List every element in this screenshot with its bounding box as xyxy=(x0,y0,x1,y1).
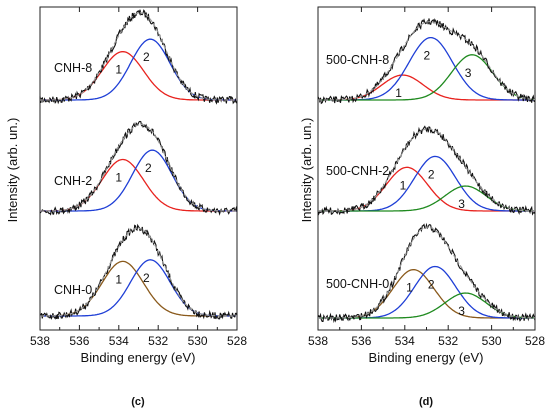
fit-envelope xyxy=(318,226,535,319)
panel-c-panel-label: (c) xyxy=(131,396,145,408)
component-peak-2 xyxy=(318,36,535,101)
panel-d-x-ticks: 538 536 534 532 530 528 xyxy=(308,7,545,348)
panel-c-frame xyxy=(39,6,238,331)
spectrum-name: 500-CNH-8 xyxy=(326,53,389,67)
x-tick-label: 530 xyxy=(482,334,502,348)
x-tick-label: 532 xyxy=(148,334,168,348)
spectrum-name: 500-CNH-2 xyxy=(326,164,389,178)
fit-envelope xyxy=(40,12,237,101)
experimental-spectrum xyxy=(39,120,238,216)
peak-label: 1 xyxy=(406,281,413,295)
peak-label: 3 xyxy=(458,197,465,211)
fit-envelope xyxy=(40,227,237,317)
component-peak-3 xyxy=(318,185,535,212)
x-tick-label: 528 xyxy=(227,334,247,348)
peak-label: 1 xyxy=(400,178,407,192)
fit-envelope xyxy=(318,128,535,212)
panel-c-labels: 1 2 CNH-8 1 2 CNH-2 1 2 CNH-0 xyxy=(54,50,152,297)
component-peak-2 xyxy=(318,265,535,319)
spectrum-name: CNH-2 xyxy=(54,174,92,188)
x-tick-label: 534 xyxy=(395,334,415,348)
fit-envelope xyxy=(318,21,536,101)
experimental-spectrum xyxy=(317,125,536,216)
peak-label: 1 xyxy=(395,86,402,100)
peak-label: 2 xyxy=(143,50,150,64)
spectrum-name: CNH-0 xyxy=(54,283,92,297)
panel-c: 538 536 534 532 530 528 1 2 CNH-8 1 2 CNH-2 1 2 CNH-0… xyxy=(5,6,247,408)
peak-label: 2 xyxy=(143,271,150,285)
x-tick-label: 538 xyxy=(308,334,328,348)
x-tick-label: 534 xyxy=(109,334,129,348)
panel-d-y-axis-label: Intensity (arb. un.) xyxy=(299,118,314,223)
x-tick-label: 536 xyxy=(351,334,371,348)
spectrum-name: CNH-8 xyxy=(54,61,92,75)
peak-label: 2 xyxy=(145,161,152,175)
experimental-spectrum xyxy=(39,223,238,320)
panel-c-y-axis-label: Intensity (arb. un.) xyxy=(5,118,20,223)
fit-envelope xyxy=(40,123,237,212)
experimental-spectrum xyxy=(39,9,238,105)
panel-d-curves xyxy=(317,18,536,324)
x-tick-label: 532 xyxy=(438,334,458,348)
panel-d-labels: 1 2 3 500-CNH-8 1 2 3 500-CNH-2 1 2 3 500-CNH-0 xyxy=(326,49,472,318)
component-peak-1 xyxy=(40,51,237,101)
peak-label: 1 xyxy=(115,272,122,286)
peak-label: 2 xyxy=(428,278,435,292)
peak-label: 1 xyxy=(115,171,122,185)
peak-label: 3 xyxy=(465,66,472,80)
x-tick-label: 528 xyxy=(525,334,545,348)
peak-label: 2 xyxy=(423,49,430,63)
panel-c-x-axis-label: Binding energy (eV) xyxy=(81,350,196,365)
spectrum-name: 500-CNH-0 xyxy=(326,277,389,291)
x-tick-label: 536 xyxy=(69,334,89,348)
panel-c-x-ticks: 538 536 534 532 530 528 xyxy=(30,7,247,348)
experimental-spectrum xyxy=(317,222,536,324)
x-tick-label: 538 xyxy=(30,334,50,348)
peak-label: 2 xyxy=(428,167,435,181)
panel-d-x-axis-label: Binding energy (eV) xyxy=(369,350,484,365)
x-tick-label: 530 xyxy=(188,334,208,348)
peak-label: 1 xyxy=(115,63,122,77)
panel-c-curves xyxy=(39,9,238,320)
peak-label: 3 xyxy=(458,304,465,318)
panel-d: 538 536 534 532 530 528 1 2 3 500-CNH-8 1 2 3 500-CN… xyxy=(299,6,545,408)
panel-d-panel-label: (d) xyxy=(419,396,433,408)
